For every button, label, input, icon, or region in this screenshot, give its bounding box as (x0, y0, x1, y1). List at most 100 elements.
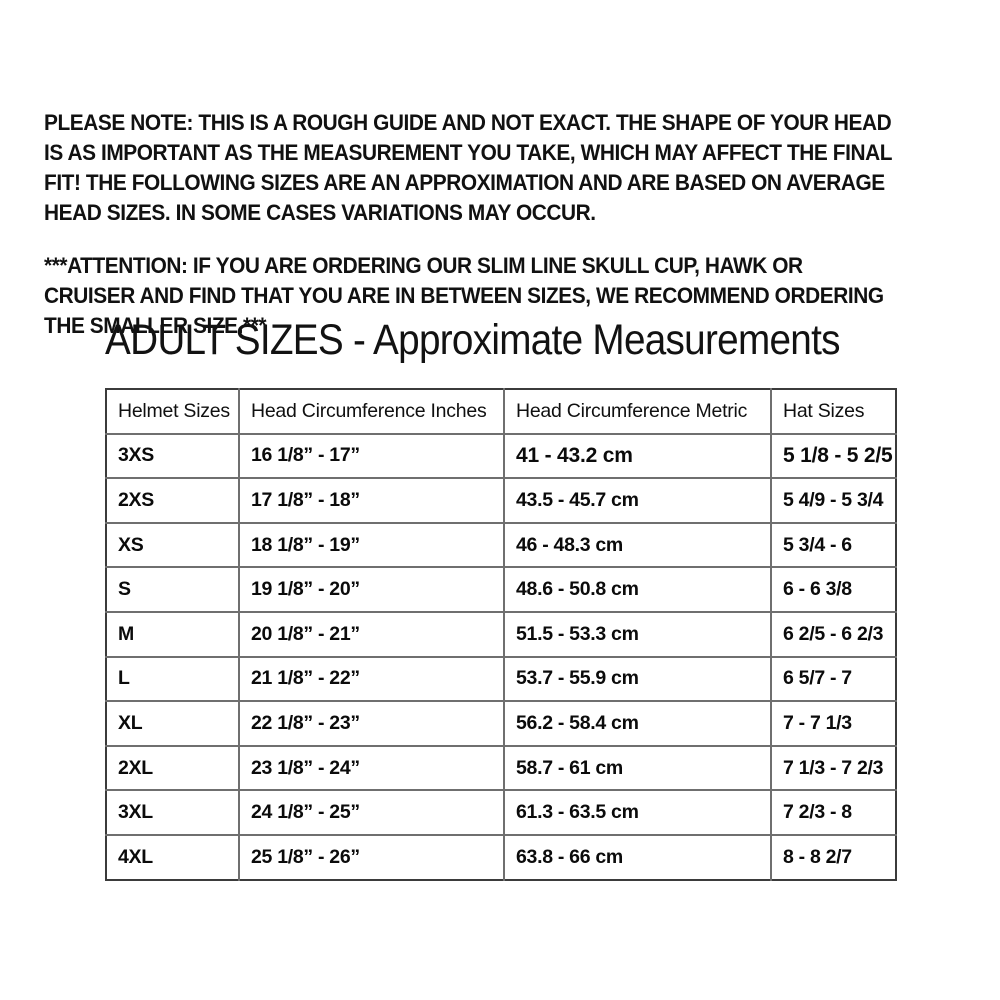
cell-hat-size: 7 1/3 - 7 2/3 (771, 745, 896, 792)
size-table-container: Helmet Sizes Head Circumference Inches H… (105, 388, 897, 881)
cell-head-circumference-metric: 56.2 - 58.4 cm (504, 701, 772, 747)
cell-hat-size-text: 6 - 6 3/8 (783, 578, 852, 601)
cell-helmet-size: 3XL (106, 790, 240, 836)
cell-helmet-size-text: M (118, 622, 134, 645)
cell-head-circumference-metric: 61.3 - 63.5 cm (504, 790, 772, 836)
cell-hat-size: 6 2/5 - 6 2/3 (771, 611, 896, 658)
cell-hat-size: 7 2/3 - 8 (771, 790, 896, 836)
cell-helmet-size-text: 3XS (118, 444, 154, 467)
cell-head-circumference-metric: 51.5 - 53.3 cm (504, 611, 772, 658)
cell-head-circumference-inches: 23 1/8” - 24” (239, 745, 505, 792)
cell-head-circumference-metric-text: 43.5 - 45.7 cm (516, 488, 639, 511)
table-row: M 20 1/8” - 21” 51.5 - 53.3 cm 6 2/5 - 6 2/… (106, 611, 896, 658)
table-row: L 21 1/8” - 22” 53.7 - 55.9 cm 6 5/7 - 7 (106, 656, 896, 703)
cell-head-circumference-metric-text: 48.6 - 50.8 cm (516, 578, 639, 601)
cell-head-circumference-inches: 24 1/8” - 25” (239, 790, 505, 836)
cell-hat-size: 5 1/8 - 5 2/5 (771, 433, 896, 480)
cell-head-circumference-inches: 22 1/8” - 23” (239, 701, 505, 747)
cell-hat-size: 6 - 6 3/8 (771, 567, 896, 613)
cell-head-circumference-metric: 58.7 - 61 cm (504, 745, 772, 792)
page-title: ADULT SIZES - Approximate Measurements (105, 316, 840, 364)
cell-helmet-size-text: 3XL (118, 801, 153, 824)
cell-hat-size: 5 3/4 - 6 (771, 522, 896, 569)
cell-head-circumference-metric-text: 53.7 - 55.9 cm (516, 667, 639, 690)
table-header-row: Helmet Sizes Head Circumference Inches H… (106, 389, 896, 435)
cell-hat-size-text: 5 1/8 - 5 2/5 (783, 443, 893, 467)
table-row: XS 18 1/8” - 19” 46 - 48.3 cm 5 3/4 - 6 (106, 522, 896, 569)
cell-hat-size-text: 6 5/7 - 7 (783, 667, 852, 690)
cell-head-circumference-metric-text: 63.8 - 66 cm (516, 845, 623, 868)
cell-head-circumference-metric: 43.5 - 45.7 cm (504, 478, 772, 524)
cell-hat-size-text: 8 - 8 2/7 (783, 845, 852, 868)
cell-helmet-size: 3XS (106, 433, 240, 480)
cell-head-circumference-metric-text: 56.2 - 58.4 cm (516, 711, 639, 734)
cell-helmet-size: M (106, 611, 240, 658)
notice-paragraph-guide: PLEASE NOTE: THIS IS A ROUGH GUIDE AND N… (44, 110, 892, 225)
table-header: Helmet Sizes Head Circumference Inches H… (106, 389, 896, 435)
cell-helmet-size: 2XS (106, 478, 240, 524)
column-header-head-circumference-metric: Head Circumference Metric (504, 389, 772, 435)
table-row: 2XL 23 1/8” - 24” 58.7 - 61 cm 7 1/3 - 7 2/… (106, 745, 896, 792)
cell-hat-size-text: 7 1/3 - 7 2/3 (783, 756, 884, 779)
cell-head-circumference-inches: 25 1/8” - 26” (239, 834, 505, 880)
cell-helmet-size: 2XL (106, 745, 240, 792)
cell-hat-size-text: 6 2/5 - 6 2/3 (783, 622, 884, 645)
cell-hat-size-text: 5 4/9 - 5 3/4 (783, 488, 884, 511)
table-row: S 19 1/8” - 20” 48.6 - 50.8 cm 6 - 6 3/8 (106, 567, 896, 613)
cell-head-circumference-inches: 21 1/8” - 22” (239, 656, 505, 703)
cell-hat-size-text: 5 3/4 - 6 (783, 533, 852, 556)
table-row: 3XS 16 1/8” - 17” 41 - 43.2 cm 5 1/8 - 5 2/… (106, 433, 896, 480)
cell-helmet-size-text: 4XL (118, 845, 153, 868)
cell-head-circumference-inches-text: 17 1/8” - 18” (251, 488, 360, 511)
cell-helmet-size-text: L (118, 667, 130, 690)
cell-head-circumference-metric: 41 - 43.2 cm (504, 433, 772, 480)
cell-helmet-size-text: XS (118, 533, 144, 556)
cell-helmet-size-text: XL (118, 711, 143, 734)
cell-hat-size: 8 - 8 2/7 (771, 835, 896, 880)
cell-helmet-size-text: S (118, 578, 131, 601)
cell-head-circumference-inches-text: 25 1/8” - 26” (251, 845, 360, 868)
cell-helmet-size-text: 2XL (118, 756, 153, 779)
notice-paragraph-attention: ***ATTENTION: IF YOU ARE ORDERING OUR SL… (44, 253, 884, 338)
cell-head-circumference-inches-text: 22 1/8” - 23” (251, 711, 360, 734)
cell-head-circumference-metric-text: 46 - 48.3 cm (516, 533, 623, 556)
cell-hat-size-text: 7 - 7 1/3 (783, 711, 852, 734)
cell-head-circumference-metric-text: 61.3 - 63.5 cm (516, 801, 639, 824)
table-body: 3XS 16 1/8” - 17” 41 - 43.2 cm 5 1/8 - 5 2/… (106, 433, 896, 880)
cell-head-circumference-inches-text: 19 1/8” - 20” (251, 578, 360, 601)
cell-head-circumference-metric: 48.6 - 50.8 cm (504, 567, 772, 613)
cell-helmet-size: XS (106, 522, 240, 569)
cell-head-circumference-metric-text: 51.5 - 53.3 cm (516, 622, 639, 645)
cell-helmet-size: XL (106, 701, 240, 747)
cell-helmet-size: L (106, 656, 240, 703)
table-row: XL 22 1/8” - 23” 56.2 - 58.4 cm 7 - 7 1/3 (106, 701, 896, 747)
cell-helmet-size: S (106, 567, 240, 613)
cell-head-circumference-inches: 19 1/8” - 20” (239, 567, 505, 613)
column-header-helmet-sizes: Helmet Sizes (106, 389, 240, 435)
table-row: 4XL 25 1/8” - 26” 63.8 - 66 cm 8 - 8 2/7 (106, 834, 896, 880)
table-row: 2XS 17 1/8” - 18” 43.5 - 45.7 cm 5 4/9 - 5 … (106, 478, 896, 524)
cell-head-circumference-inches-text: 23 1/8” - 24” (251, 756, 360, 779)
column-header-hat-sizes: Hat Sizes (771, 389, 896, 435)
table-row: 3XL 24 1/8” - 25” 61.3 - 63.5 cm 7 2/3 - 8 (106, 790, 896, 836)
column-header-head-circumference-inches: Head Circumference Inches (239, 389, 505, 435)
cell-head-circumference-inches-text: 18 1/8” - 19” (251, 533, 360, 556)
cell-hat-size: 7 - 7 1/3 (771, 701, 896, 747)
cell-helmet-size: 4XL (106, 834, 240, 880)
cell-head-circumference-metric-text: 41 - 43.2 cm (516, 443, 633, 467)
cell-head-circumference-metric: 46 - 48.3 cm (504, 522, 772, 569)
cell-hat-size-text: 7 2/3 - 8 (783, 801, 852, 824)
cell-head-circumference-inches-text: 20 1/8” - 21” (251, 622, 360, 645)
cell-head-circumference-inches: 17 1/8” - 18” (239, 478, 505, 524)
notices-block: PLEASE NOTE: THIS IS A ROUGH GUIDE AND N… (44, 108, 956, 341)
cell-head-circumference-metric-text: 58.7 - 61 cm (516, 756, 623, 779)
cell-head-circumference-metric: 63.8 - 66 cm (504, 834, 772, 880)
cell-head-circumference-inches-text: 21 1/8” - 22” (251, 667, 360, 690)
cell-head-circumference-inches: 16 1/8” - 17” (239, 433, 505, 480)
cell-head-circumference-inches: 20 1/8” - 21” (239, 611, 505, 658)
adult-sizes-table: Helmet Sizes Head Circumference Inches H… (105, 388, 897, 881)
cell-head-circumference-inches-text: 16 1/8” - 17” (251, 444, 360, 467)
cell-head-circumference-metric: 53.7 - 55.9 cm (504, 656, 772, 703)
cell-head-circumference-inches-text: 24 1/8” - 25” (251, 801, 360, 824)
